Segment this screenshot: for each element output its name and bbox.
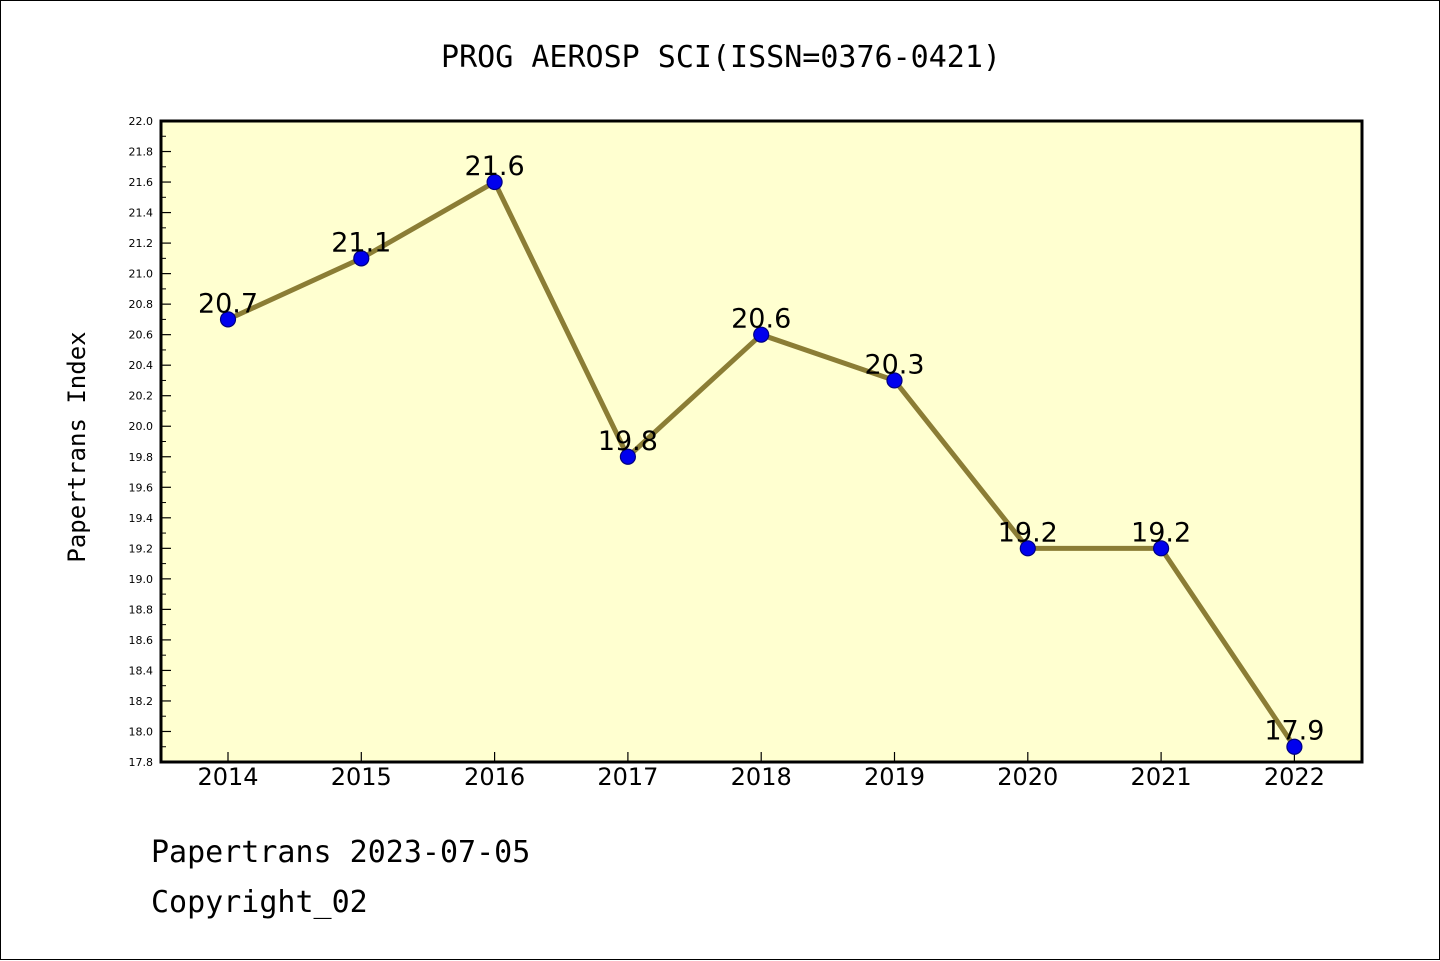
y-tick-label: 18.8 xyxy=(129,603,154,616)
y-tick-label: 20.4 xyxy=(129,359,154,372)
x-tick-label: 2014 xyxy=(197,763,258,791)
y-tick-label: 21.6 xyxy=(129,176,154,189)
data-markers xyxy=(219,173,1303,755)
x-tick-label: 2019 xyxy=(864,763,925,791)
y-tick-label: 21.2 xyxy=(129,237,154,250)
x-tick-label: 2015 xyxy=(331,763,392,791)
data-point xyxy=(753,326,770,343)
data-point xyxy=(619,448,637,465)
y-tick-label: 20.0 xyxy=(129,420,154,433)
data-label: 20.3 xyxy=(864,349,924,380)
y-tick-label: 20.6 xyxy=(129,329,154,342)
y-tick-label: 19.6 xyxy=(129,481,154,494)
y-tick-label: 18.2 xyxy=(129,695,154,708)
x-tick-label: 2021 xyxy=(1131,763,1192,791)
data-labels: 20.7 21.1 21.6 19.8 20.6 20.3 19.2 19.2 17.9 xyxy=(198,151,1325,747)
y-axis: 17.8 18.0 18.2 18.4 18.6 18.8 19.0 19.2 19.4 19.6… xyxy=(129,115,171,769)
x-axis: 2014 2015 2016 2017 2018 2019 2020 2021 2022 xyxy=(197,752,1325,791)
data-point xyxy=(486,173,503,191)
y-tick-label: 21.8 xyxy=(129,146,154,159)
plot-border xyxy=(159,119,1364,764)
x-tick-label: 2022 xyxy=(1264,763,1325,791)
y-axis-label: Papertrans Index xyxy=(63,331,91,562)
y-tick-label: 19.0 xyxy=(129,573,154,586)
y-tick-label: 21.0 xyxy=(129,268,154,281)
data-label: 20.7 xyxy=(198,288,258,319)
footer-copyright: Copyright_02 xyxy=(151,885,368,920)
data-point xyxy=(886,372,903,389)
data-label: 20.6 xyxy=(731,304,791,335)
data-label: 19.2 xyxy=(998,517,1058,548)
x-tick-label: 2018 xyxy=(731,763,792,791)
y-tick-label: 20.2 xyxy=(129,390,154,403)
plot-area xyxy=(161,121,1362,762)
y-tick-label: 18.6 xyxy=(129,634,154,647)
y-tick-label: 18.4 xyxy=(129,664,154,677)
x-tick-label: 2020 xyxy=(997,763,1058,791)
data-label: 21.1 xyxy=(331,227,391,258)
data-point xyxy=(353,250,370,267)
y-tick-label: 22.0 xyxy=(129,115,154,128)
y-tick-label: 21.4 xyxy=(129,207,154,220)
y-tick-label: 17.8 xyxy=(129,756,154,769)
data-label: 19.8 xyxy=(598,426,658,457)
y-tick-label: 19.8 xyxy=(129,451,154,464)
data-label: 19.2 xyxy=(1131,517,1191,548)
y-tick-label: 18.0 xyxy=(129,725,154,738)
y-tick-label: 19.4 xyxy=(129,512,154,525)
x-tick-label: 2016 xyxy=(464,763,525,791)
data-point xyxy=(1286,738,1303,755)
data-point xyxy=(219,311,237,328)
data-point xyxy=(1019,540,1036,557)
footer-date: Papertrans 2023-07-05 xyxy=(151,835,531,870)
data-label: 21.6 xyxy=(465,151,525,182)
x-tick-label: 2017 xyxy=(597,763,658,791)
data-point xyxy=(1152,540,1170,557)
y-tick-label: 19.2 xyxy=(129,542,154,555)
data-label: 17.9 xyxy=(1264,716,1324,747)
chart-title: PROG AEROSP SCI(ISSN=0376-0421) xyxy=(441,40,1001,75)
y-tick-label: 20.8 xyxy=(129,298,154,311)
